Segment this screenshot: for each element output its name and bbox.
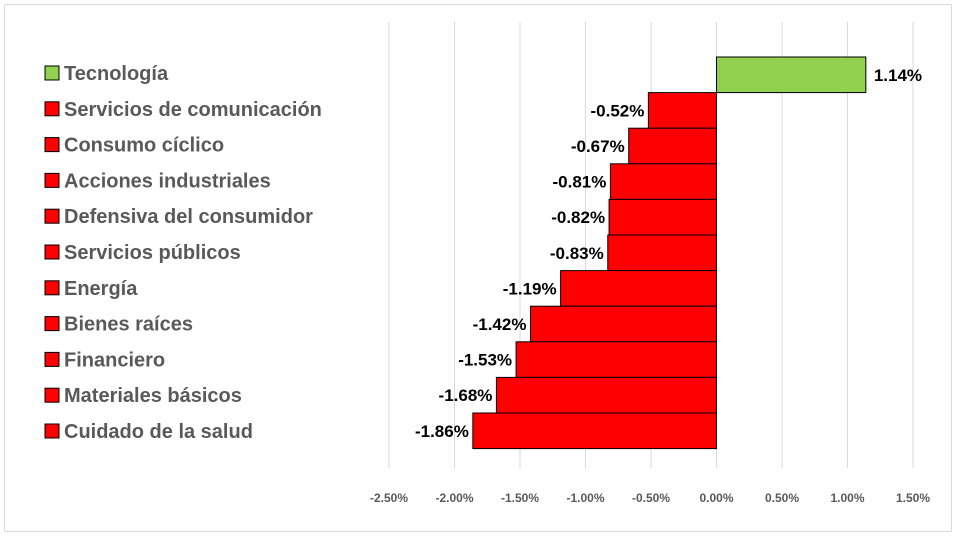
legend-swatch xyxy=(44,351,60,367)
x-tick-label: -1.50% xyxy=(501,491,539,505)
bar-servicios-de-comunicacion xyxy=(647,92,718,129)
data-label: -0.81% xyxy=(553,173,607,192)
x-tick-label: -0.50% xyxy=(632,491,670,505)
x-tick-label: -1.00% xyxy=(566,491,604,505)
data-label: -0.82% xyxy=(551,208,605,227)
x-axis-ticks: -2.50% -2.00% -1.50% -1.00% -0.50% 0.00% 0.50%… xyxy=(370,491,930,505)
legend-item-cuidado-de-la-salud: Cuidado de la salud xyxy=(64,421,253,443)
data-label: -1.19% xyxy=(503,279,557,298)
legend-item-tecnologia: Tecnología xyxy=(64,63,169,85)
bar-bienes-raices xyxy=(529,305,717,343)
legend-swatch xyxy=(44,387,60,403)
bars xyxy=(472,56,867,450)
legend-item-financiero: Financiero xyxy=(64,349,165,371)
data-label: -1.42% xyxy=(473,315,527,334)
data-label: -0.52% xyxy=(591,101,645,120)
legend-swatch xyxy=(44,137,60,153)
bar-materiales-basicos xyxy=(495,376,718,414)
bar-servicios-publicos xyxy=(607,234,718,272)
legend-item-bienes-raices: Bienes raíces xyxy=(64,314,193,336)
x-tick-label: 1.50% xyxy=(896,491,930,505)
bar-financiero xyxy=(515,341,717,378)
bar-defensiva-del-consumidor xyxy=(608,198,718,236)
legend-item-servicios-de-comunicacion: Servicios de comunicación xyxy=(64,99,322,121)
legend-swatch xyxy=(44,172,60,188)
x-tick-label: 0.50% xyxy=(765,491,799,505)
x-tick-label: -2.50% xyxy=(370,491,408,505)
legend-swatch xyxy=(44,65,60,81)
x-tick-label: 0.00% xyxy=(699,491,733,505)
legend: Tecnología Servicios de comunicación Consu… xyxy=(44,63,322,443)
bar-acciones-industriales xyxy=(609,163,718,200)
bar-cuidado-de-la-salud xyxy=(472,412,717,450)
legend-item-materiales-basicos: Materiales básicos xyxy=(64,385,242,407)
legend-swatch xyxy=(44,423,60,439)
legend-swatch xyxy=(44,244,60,260)
legend-item-consumo-ciclico: Consumo cíclico xyxy=(64,135,224,157)
data-label: -1.86% xyxy=(415,422,469,441)
data-label: -0.67% xyxy=(571,137,625,156)
legend-item-defensiva-del-consumidor: Defensiva del consumidor xyxy=(64,206,313,228)
bar-tecnologia xyxy=(716,56,867,94)
legend-swatch xyxy=(44,208,60,224)
bar-consumo-ciclico xyxy=(628,127,717,165)
legend-swatch xyxy=(44,316,60,332)
legend-item-servicios-publicos: Servicios públicos xyxy=(64,242,241,264)
data-label: -0.83% xyxy=(550,244,604,263)
legend-swatch xyxy=(44,101,60,117)
x-tick-label: 1.00% xyxy=(830,491,864,505)
x-tick-label: -2.00% xyxy=(435,491,473,505)
legend-swatch xyxy=(44,280,60,296)
legend-item-acciones-industriales: Acciones industriales xyxy=(64,170,271,192)
data-label: 1.14% xyxy=(874,66,922,85)
data-labels: 1.14% -0.52% -0.67% -0.81% -0.82% -0.83% -1.19… xyxy=(415,66,922,441)
legend-item-energia: Energía xyxy=(64,278,138,300)
data-label: -1.53% xyxy=(458,351,512,370)
bar-energia xyxy=(560,270,717,307)
data-label: -1.68% xyxy=(439,386,493,405)
